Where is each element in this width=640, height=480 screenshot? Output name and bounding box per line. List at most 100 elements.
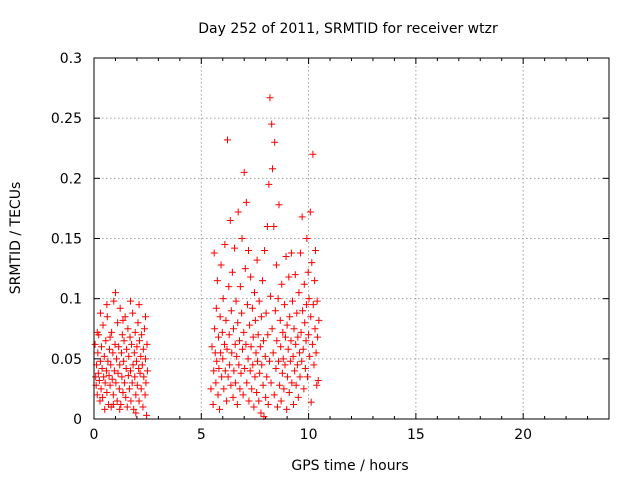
- data-point: [246, 321, 254, 329]
- data-point: [283, 405, 291, 413]
- data-point: [220, 340, 228, 348]
- data-point: [266, 357, 274, 365]
- data-point: [256, 343, 264, 351]
- data-point: [223, 345, 231, 353]
- data-point: [315, 316, 323, 324]
- data-point: [301, 364, 309, 372]
- data-point: [135, 337, 143, 345]
- data-point: [212, 304, 220, 312]
- data-point: [231, 340, 239, 348]
- data-point: [277, 343, 285, 351]
- data-point: [119, 389, 127, 397]
- data-point: [93, 328, 101, 336]
- data-point: [236, 385, 244, 393]
- data-point: [137, 385, 145, 393]
- data-point: [309, 150, 317, 158]
- data-point: [125, 352, 133, 360]
- data-point: [218, 328, 226, 336]
- data-point: [140, 325, 148, 333]
- data-point: [116, 361, 124, 369]
- data-point: [234, 319, 242, 327]
- data-point: [307, 398, 315, 406]
- data-point: [306, 352, 314, 360]
- data-point: [239, 391, 247, 399]
- data-point: [268, 120, 276, 128]
- data-point: [304, 268, 312, 276]
- data-point: [296, 373, 304, 381]
- data-point: [228, 349, 236, 357]
- data-point: [226, 216, 234, 224]
- data-point: [117, 349, 125, 357]
- data-point: [105, 345, 113, 353]
- data-point: [213, 357, 221, 365]
- data-point: [303, 235, 311, 242]
- data-point: [283, 321, 291, 329]
- data-point: [314, 376, 322, 384]
- data-point: [298, 357, 306, 365]
- data-point: [300, 385, 308, 393]
- data-point: [216, 313, 224, 321]
- y-tick-label: 0.1: [60, 292, 82, 308]
- data-point: [112, 379, 120, 387]
- data-point: [292, 340, 300, 348]
- data-point: [297, 328, 305, 336]
- data-point: [101, 379, 109, 387]
- data-point: [233, 352, 241, 360]
- axis-ticks: [93, 57, 609, 420]
- x-tick-label: 10: [300, 427, 318, 443]
- data-point: [110, 297, 118, 305]
- data-point: [99, 393, 107, 401]
- x-axis-label: GPS time / hours: [291, 458, 408, 474]
- data-point: [114, 369, 122, 377]
- data-point: [231, 244, 239, 252]
- data-point: [94, 349, 102, 357]
- data-point: [111, 340, 119, 348]
- data-point: [135, 397, 143, 405]
- data-point: [138, 361, 146, 369]
- data-point: [217, 349, 225, 357]
- data-point: [245, 397, 253, 405]
- data-point: [296, 249, 304, 257]
- data-point: [289, 352, 297, 360]
- data-point: [281, 301, 289, 309]
- data-point: [311, 325, 319, 333]
- data-point: [248, 304, 256, 312]
- data-point: [258, 361, 266, 369]
- data-point: [245, 247, 252, 255]
- data-point: [232, 297, 240, 305]
- data-point: [97, 385, 105, 393]
- data-point: [305, 295, 313, 303]
- data-point: [250, 403, 258, 411]
- data-point: [291, 367, 299, 375]
- tick-labels: 0 5 10 15 20 0 0.05 0.1 0.15 0.2 0.25 0.3: [51, 51, 532, 443]
- data-point: [130, 405, 138, 413]
- data-point: [95, 376, 103, 384]
- data-point: [306, 208, 314, 216]
- data-point: [238, 235, 246, 242]
- data-point: [307, 313, 315, 321]
- data-point: [268, 325, 276, 333]
- data-point: [277, 397, 285, 405]
- data-point: [218, 373, 226, 381]
- data-point: [296, 349, 304, 357]
- data-point: [238, 345, 246, 353]
- data-point: [273, 337, 281, 345]
- data-point: [234, 208, 242, 216]
- data-point: [288, 297, 296, 305]
- data-point: [229, 393, 237, 401]
- x-tick-label: 0: [90, 427, 99, 443]
- y-tick-label: 0.25: [51, 111, 82, 127]
- data-point: [96, 357, 104, 365]
- data-point: [294, 393, 302, 401]
- data-point: [262, 393, 270, 401]
- data-point: [240, 168, 248, 176]
- data-point: [124, 325, 132, 333]
- data-point: [142, 313, 149, 321]
- data-point: [230, 367, 238, 375]
- data-point: [91, 340, 99, 348]
- data-point: [275, 201, 283, 209]
- data-point: [131, 373, 139, 381]
- data-point: [305, 331, 313, 339]
- data-point: [100, 373, 108, 381]
